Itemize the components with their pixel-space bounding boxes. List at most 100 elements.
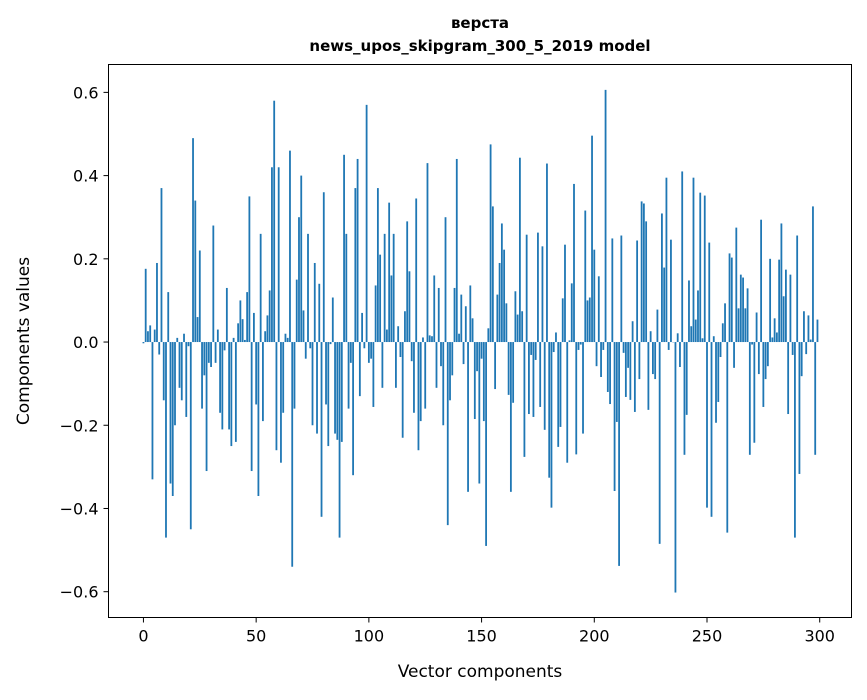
bar-component-198 [589, 298, 591, 343]
bar-component-214 [625, 342, 627, 397]
bar-component-50 [255, 342, 257, 404]
bar-component-275 [762, 342, 764, 407]
bar-component-10 [165, 342, 167, 538]
bar-component-177 [542, 246, 544, 342]
bar-component-22 [192, 138, 194, 342]
bar-component-124 [422, 337, 424, 342]
bar-component-179 [546, 164, 548, 343]
bar-component-258 [724, 303, 726, 342]
y-axis-label: Components values [14, 257, 34, 425]
bar-component-66 [291, 342, 293, 567]
bar-component-17 [181, 342, 183, 400]
bar-component-45 [244, 340, 246, 342]
bar-component-159 [501, 223, 503, 342]
bar-component-47 [248, 196, 250, 342]
bar-component-164 [512, 342, 514, 403]
chart-title-line-2: news_upos_skipgram_300_5_2019 model [309, 37, 650, 55]
bar-component-201 [596, 342, 598, 366]
bar-component-147 [474, 342, 476, 419]
bar-component-173 [533, 342, 535, 417]
bar-component-174 [535, 342, 537, 360]
bar-component-284 [783, 296, 785, 342]
bar-component-62 [282, 342, 284, 413]
bar-component-292 [801, 342, 803, 376]
bar-component-162 [508, 342, 510, 395]
bar-component-244 [693, 178, 695, 342]
bar-component-221 [641, 201, 643, 342]
bar-component-181 [551, 342, 553, 508]
bar-component-183 [555, 332, 557, 342]
bar-component-38 [228, 342, 230, 429]
bar-component-288 [792, 342, 794, 355]
bar-component-206 [607, 342, 609, 392]
bar-component-86 [336, 342, 338, 440]
bar-component-161 [505, 303, 507, 342]
bar-component-247 [699, 193, 701, 342]
bar-component-140 [458, 334, 460, 342]
bar-component-228 [657, 310, 659, 342]
bar-component-14 [174, 342, 176, 425]
bar-component-24 [197, 317, 199, 342]
bar-component-68 [296, 280, 298, 342]
bar-component-182 [553, 342, 555, 352]
bar-component-52 [260, 234, 262, 342]
bar-component-156 [494, 342, 496, 389]
bar-component-111 [393, 234, 395, 342]
bar-component-265 [740, 275, 742, 342]
bar-component-168 [521, 311, 523, 342]
bar-component-19 [185, 342, 187, 417]
bar-component-83 [330, 342, 332, 344]
bar-component-215 [627, 342, 629, 368]
bar-component-167 [519, 158, 521, 342]
bar-component-98 [363, 342, 365, 348]
bar-component-101 [370, 342, 372, 359]
bar-component-184 [557, 342, 559, 447]
bar-component-172 [530, 342, 532, 355]
bar-component-246 [697, 290, 699, 342]
bar-component-213 [623, 342, 625, 353]
bar-component-18 [183, 334, 185, 342]
bar-component-76 [314, 263, 316, 342]
x-tick-label: 200 [579, 627, 610, 646]
bar-component-218 [634, 342, 636, 412]
bar-component-158 [499, 263, 501, 342]
bar-component-256 [720, 342, 722, 357]
bar-component-87 [339, 342, 341, 538]
bar-component-138 [454, 288, 456, 342]
bar-component-146 [472, 318, 474, 342]
bar-component-59 [276, 342, 278, 450]
bar-component-109 [388, 203, 390, 342]
bar-component-148 [476, 342, 478, 371]
bar-component-261 [731, 258, 733, 342]
bar-component-257 [722, 323, 724, 342]
bar-component-243 [690, 326, 692, 342]
bar-component-291 [799, 342, 801, 474]
bar-component-170 [526, 235, 528, 342]
bar-component-227 [654, 342, 656, 379]
bar-component-171 [528, 342, 530, 414]
bar-component-202 [598, 276, 600, 342]
bar-component-2 [147, 331, 149, 342]
bar-component-267 [744, 308, 746, 342]
bar-component-255 [717, 342, 719, 402]
bar-component-110 [391, 275, 393, 342]
bar-component-269 [749, 342, 751, 455]
bar-component-135 [447, 342, 449, 525]
y-tick-label: −0.2 [60, 416, 99, 435]
bar-component-48 [251, 342, 253, 471]
bar-component-279 [771, 337, 773, 342]
bar-component-67 [294, 342, 296, 409]
bar-component-123 [420, 342, 422, 421]
chart-title-line-1: верста [451, 14, 509, 32]
bar-component-100 [368, 342, 370, 363]
bar-component-212 [620, 236, 622, 343]
bar-component-35 [221, 342, 223, 429]
x-tick-label: 50 [246, 627, 266, 646]
bar-component-286 [787, 342, 789, 414]
bar-component-15 [176, 338, 178, 342]
x-axis-label: Vector components [398, 662, 563, 682]
bar-component-225 [650, 331, 652, 342]
bar-component-39 [230, 342, 232, 446]
